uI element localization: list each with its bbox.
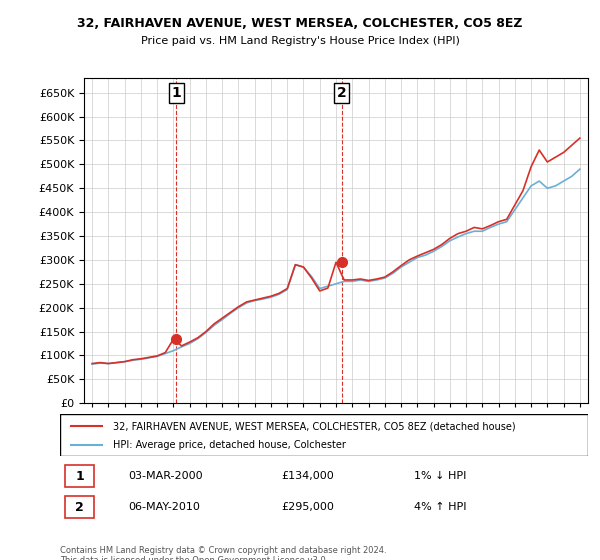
Text: £295,000: £295,000 <box>282 502 335 512</box>
Text: 06-MAY-2010: 06-MAY-2010 <box>128 502 200 512</box>
Text: 1: 1 <box>172 86 181 100</box>
Text: HPI: Average price, detached house, Colchester: HPI: Average price, detached house, Colc… <box>113 440 346 450</box>
Text: 1: 1 <box>75 470 84 483</box>
Text: Contains HM Land Registry data © Crown copyright and database right 2024.
This d: Contains HM Land Registry data © Crown c… <box>60 546 386 560</box>
Text: 1% ↓ HPI: 1% ↓ HPI <box>414 471 466 481</box>
Text: £134,000: £134,000 <box>282 471 335 481</box>
Text: 03-MAR-2000: 03-MAR-2000 <box>128 471 203 481</box>
FancyBboxPatch shape <box>65 465 94 487</box>
FancyBboxPatch shape <box>65 496 94 518</box>
FancyBboxPatch shape <box>60 414 588 456</box>
Text: 2: 2 <box>337 86 347 100</box>
Text: 32, FAIRHAVEN AVENUE, WEST MERSEA, COLCHESTER, CO5 8EZ: 32, FAIRHAVEN AVENUE, WEST MERSEA, COLCH… <box>77 17 523 30</box>
Text: Price paid vs. HM Land Registry's House Price Index (HPI): Price paid vs. HM Land Registry's House … <box>140 36 460 46</box>
Text: 2: 2 <box>75 501 84 514</box>
Text: 32, FAIRHAVEN AVENUE, WEST MERSEA, COLCHESTER, CO5 8EZ (detached house): 32, FAIRHAVEN AVENUE, WEST MERSEA, COLCH… <box>113 421 515 431</box>
Text: 4% ↑ HPI: 4% ↑ HPI <box>414 502 466 512</box>
